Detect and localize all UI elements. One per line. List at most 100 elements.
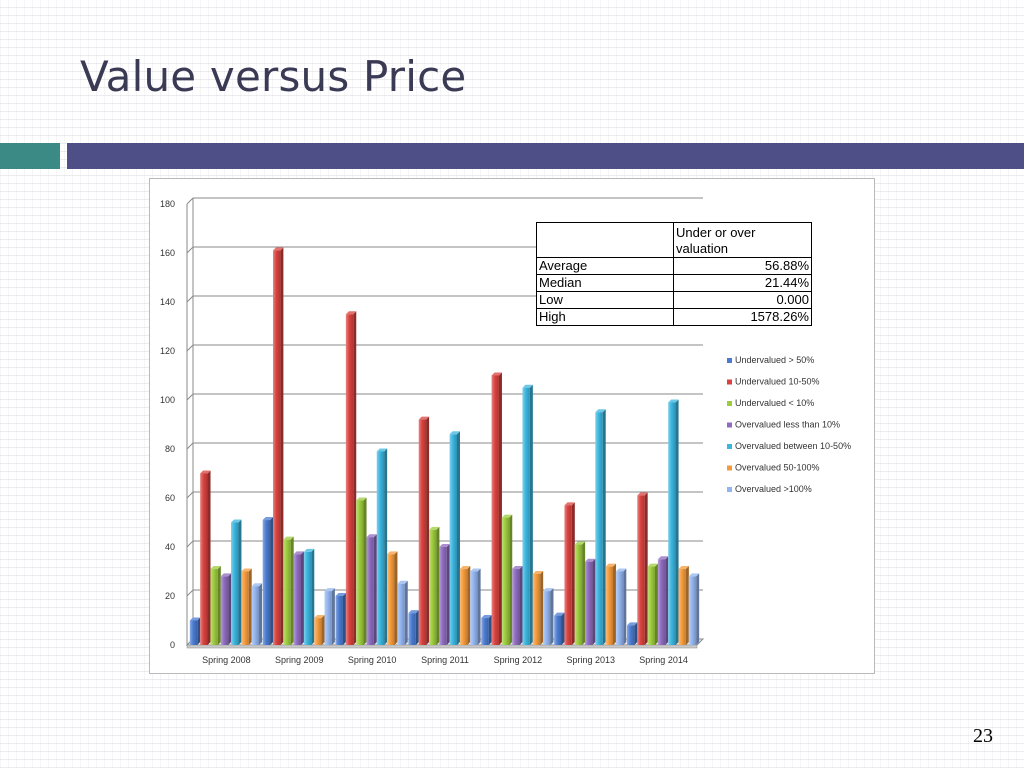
bar-top: [449, 431, 460, 435]
bar: [283, 539, 291, 645]
x-tick-label: Spring 2009: [275, 655, 324, 665]
bar: [657, 559, 666, 645]
stats-header-cell: Under or over valuation: [673, 222, 812, 258]
bar-top: [564, 502, 575, 506]
accent-bar-right: [67, 143, 1024, 169]
stats-header-row: Under or over valuation: [536, 222, 812, 258]
legend-swatch: [727, 358, 732, 363]
bar-top: [189, 617, 201, 621]
bar: [481, 618, 489, 645]
bar-side: [426, 416, 430, 645]
bar-top: [324, 588, 335, 592]
bar-top: [459, 566, 471, 570]
accent-bar-left: [0, 143, 60, 169]
bar-side: [197, 617, 201, 645]
bar-side: [477, 568, 481, 645]
bar-top: [272, 247, 284, 251]
bar: [668, 402, 676, 645]
bar-side: [519, 566, 523, 645]
bar: [459, 569, 468, 645]
bar: [231, 522, 239, 645]
bar-side: [561, 612, 565, 645]
gridline-side: [186, 393, 194, 401]
bar-top: [429, 526, 440, 530]
bar-side: [467, 566, 471, 645]
legend-swatch: [727, 401, 732, 406]
slide-title: Value versus Price: [80, 52, 467, 101]
legend-label: Overvalued between 10-50%: [735, 441, 851, 451]
bar-side: [675, 399, 679, 645]
gridline-side: [186, 344, 194, 352]
bar-top: [574, 541, 586, 545]
stats-row: High 1578.26%: [536, 308, 812, 326]
bar-side: [311, 548, 315, 645]
bar: [574, 544, 583, 645]
bar-top: [481, 615, 492, 619]
bar: [439, 547, 447, 645]
bar-side: [582, 541, 586, 645]
bar-chart: 0 20 40 60 80 100 120 140 160 180 Spring 2008 Sprin…: [160, 197, 851, 665]
bar-top: [303, 548, 315, 552]
bar: [491, 375, 499, 645]
bar-side: [457, 431, 460, 645]
bar-side: [280, 247, 284, 646]
bar-side: [228, 573, 232, 645]
bar-top: [356, 497, 367, 501]
bar: [512, 569, 520, 645]
stats-row: Average 56.88%: [536, 257, 812, 275]
bar-side: [248, 568, 252, 645]
bar-side: [238, 519, 242, 645]
bar-side: [540, 570, 544, 645]
bar-side: [685, 566, 689, 645]
bar-side: [270, 517, 274, 645]
stats-value: 1578.26%: [673, 308, 812, 326]
bar-top: [668, 399, 679, 403]
bar-side: [415, 610, 419, 645]
bar-top: [418, 416, 430, 420]
bar: [366, 537, 374, 645]
bar: [220, 576, 229, 645]
bar-side: [550, 588, 554, 645]
bar-top: [543, 588, 554, 592]
bar-top: [345, 311, 357, 315]
bar-top: [408, 610, 419, 614]
bar: [345, 314, 354, 645]
stats-row: Low 0.000: [536, 291, 812, 309]
bar-top: [376, 448, 388, 452]
bar-top: [397, 580, 408, 584]
bar-side: [404, 580, 408, 645]
bar-side: [259, 583, 263, 645]
gridline-side: [186, 197, 194, 205]
legend-swatch: [727, 379, 732, 385]
bar-side: [290, 536, 294, 645]
stats-row: Median 21.44%: [536, 274, 812, 292]
bar-side: [217, 566, 221, 645]
y-tick-label: 0: [170, 640, 175, 650]
bar-side: [509, 514, 513, 645]
stats-label: Low: [536, 291, 674, 309]
bar-side: [353, 311, 357, 645]
bar-side: [331, 588, 335, 645]
bar-top: [512, 566, 523, 570]
bar-top: [366, 534, 377, 538]
bar: [554, 615, 562, 645]
bar: [429, 529, 437, 645]
bar: [293, 554, 301, 645]
bar-top: [335, 593, 346, 596]
x-tick-label: Spring 2010: [348, 655, 397, 665]
bar: [615, 571, 624, 645]
bar-top: [200, 470, 211, 474]
bar: [303, 551, 312, 645]
x-tick-label: Spring 2008: [202, 655, 251, 665]
bar: [532, 573, 541, 645]
bar: [449, 434, 457, 645]
bar-top: [491, 372, 502, 376]
bar-side: [529, 384, 533, 645]
bar-side: [321, 615, 325, 645]
bar-side: [394, 551, 398, 645]
bar-side: [446, 544, 450, 645]
bar-top: [241, 568, 252, 572]
bar: [595, 412, 603, 645]
bar: [241, 571, 249, 645]
bar: [335, 596, 343, 645]
